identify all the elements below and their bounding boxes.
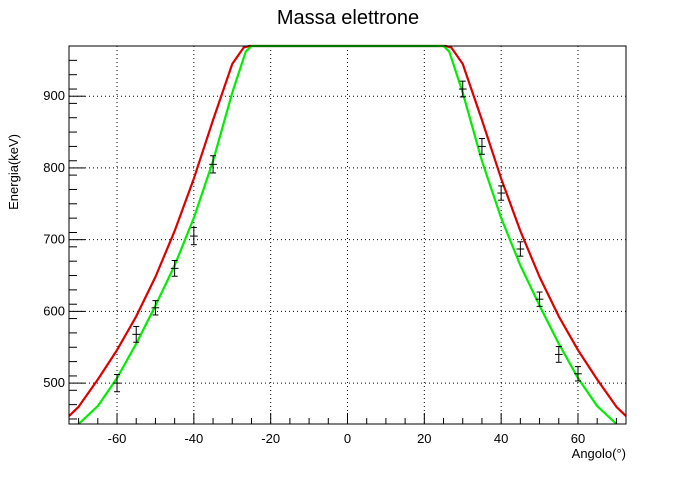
data-point — [190, 226, 198, 246]
data-point — [497, 185, 505, 201]
x-tick-label: 0 — [344, 431, 351, 446]
y-tick-label: 500 — [43, 375, 65, 390]
y-tick-label: 600 — [43, 303, 65, 318]
y-tick-label: 800 — [43, 160, 65, 175]
x-tick-label: 60 — [571, 431, 585, 446]
data-point — [516, 241, 525, 257]
y-tick-label: 700 — [43, 232, 65, 247]
data-point — [113, 374, 121, 393]
data-point — [132, 325, 141, 343]
x-tick-label: -20 — [261, 431, 280, 446]
data-point — [554, 346, 563, 363]
y-axis-label: Energia(keV) — [6, 134, 21, 210]
chart-title: Massa elettrone — [277, 7, 419, 29]
grid — [69, 46, 626, 424]
data-point — [535, 291, 544, 307]
y-tick-label: 900 — [43, 88, 65, 103]
x-tick-label: -40 — [184, 431, 203, 446]
axes: -60 -40 -20 0 20 40 60 500 600 700 800 900 — [43, 59, 617, 446]
x-tick-label: 40 — [494, 431, 508, 446]
x-tick-label: 20 — [417, 431, 431, 446]
x-tick-label: -60 — [108, 431, 127, 446]
data-point — [151, 300, 160, 316]
data-point — [209, 155, 217, 174]
data-point — [170, 259, 179, 277]
data-points — [113, 80, 582, 393]
x-axis-label: Angolo(°) — [572, 446, 626, 461]
red-fit-curve — [68, 44, 627, 417]
data-point — [574, 366, 582, 382]
data-point — [458, 80, 467, 98]
data-point — [478, 138, 486, 155]
